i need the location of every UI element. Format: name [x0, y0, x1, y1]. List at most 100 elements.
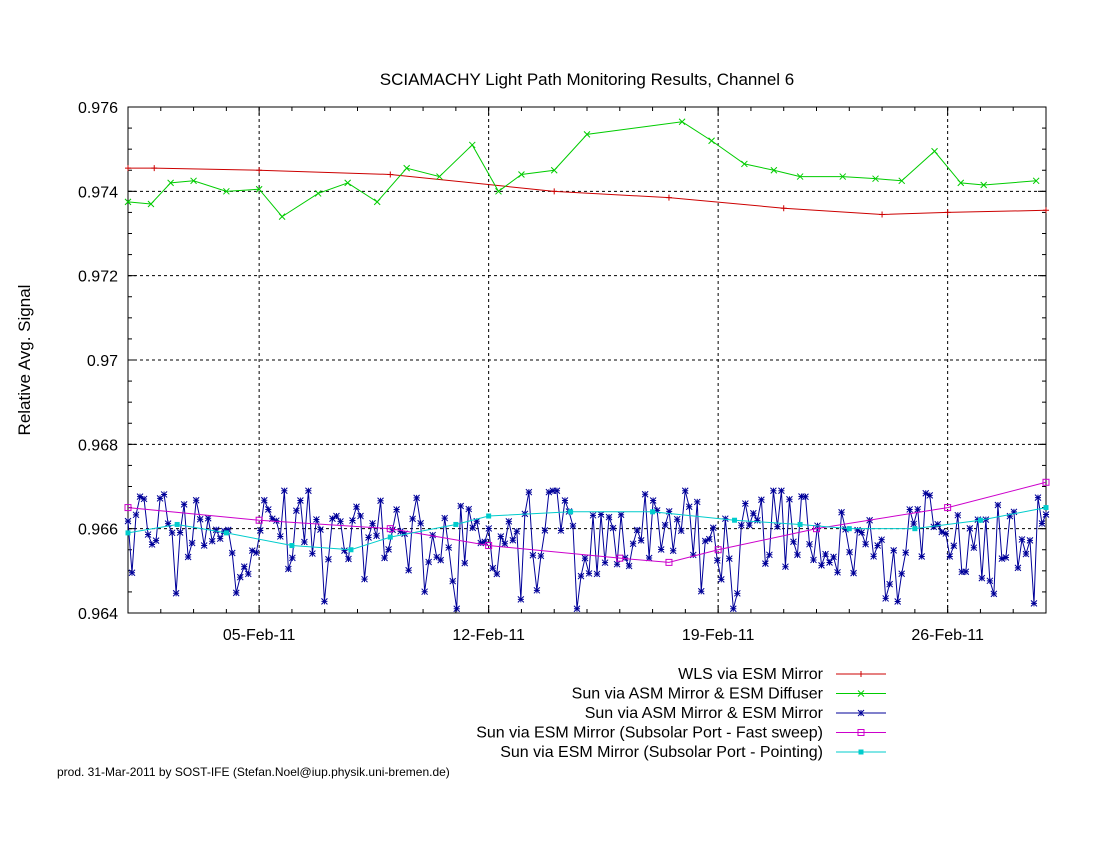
data-point	[912, 526, 918, 532]
data-point	[124, 198, 132, 206]
data-point	[493, 570, 501, 578]
data-point	[144, 531, 152, 538]
data-point	[746, 521, 753, 529]
data-point	[550, 166, 558, 174]
data-point	[616, 554, 624, 562]
legend: WLS via ESM Mirror Sun via ASM Mirror & E…	[476, 666, 886, 761]
data-point	[980, 181, 988, 189]
data-point	[236, 573, 244, 581]
data-point	[469, 524, 477, 532]
data-point	[906, 506, 914, 513]
data-point	[293, 507, 300, 515]
data-point	[168, 529, 176, 537]
data-point	[1026, 537, 1034, 544]
data-point	[697, 587, 705, 595]
data-point	[317, 526, 324, 533]
y-tick-label: 0.97	[87, 353, 118, 370]
data-point	[223, 187, 230, 195]
x-tick-label: 12-Feb-11	[452, 627, 525, 644]
data-point	[681, 487, 689, 495]
data-point	[437, 556, 445, 564]
data-point	[557, 527, 565, 534]
data-point	[421, 588, 428, 596]
data-point	[1043, 505, 1049, 511]
data-point	[796, 173, 804, 180]
data-point	[353, 503, 360, 511]
legend-label: Sun via ASM Mirror & ESM Mirror	[585, 705, 824, 722]
data-point	[970, 544, 978, 552]
data-point	[409, 515, 416, 523]
data-point	[1014, 564, 1022, 572]
data-point	[377, 497, 384, 505]
data-point	[373, 532, 380, 540]
data-point	[693, 498, 701, 506]
data-point	[387, 534, 393, 540]
data-point	[381, 554, 388, 562]
data-point	[174, 521, 180, 527]
data-point	[998, 555, 1006, 563]
data-point	[890, 547, 898, 554]
data-point	[200, 542, 208, 549]
data-point	[741, 500, 749, 507]
axis-ticks: 0.964 0.966 0.968 0.97 0.972 0.974 0.976 05-Feb…	[78, 100, 1047, 644]
data-point	[733, 589, 741, 597]
data-point	[894, 598, 902, 605]
data-point	[549, 487, 557, 495]
data-point	[709, 524, 717, 532]
data-point	[665, 194, 672, 201]
data-point	[365, 534, 372, 541]
data-point	[164, 520, 172, 527]
data-point	[685, 503, 693, 511]
data-point	[345, 555, 352, 563]
data-point	[389, 526, 396, 534]
data-point	[125, 165, 131, 172]
data-point	[857, 690, 865, 697]
data-point	[673, 515, 681, 523]
data-point	[333, 512, 340, 520]
data-point	[147, 200, 155, 208]
data-point	[950, 542, 958, 550]
data-point	[132, 511, 140, 519]
series-line	[127, 121, 1037, 218]
series-3	[124, 487, 1050, 613]
data-point	[653, 507, 661, 514]
data-point	[944, 209, 951, 216]
data-point	[931, 147, 938, 155]
data-point	[481, 538, 489, 546]
data-point	[148, 541, 156, 548]
data-point	[822, 550, 829, 558]
data-point	[573, 605, 581, 613]
data-point	[305, 487, 312, 495]
data-point	[782, 563, 789, 571]
data-point	[637, 537, 645, 544]
data-point	[1002, 554, 1010, 561]
data-point	[944, 504, 952, 512]
data-point	[232, 589, 240, 597]
data-point	[798, 493, 805, 500]
data-point	[436, 173, 443, 180]
data-point	[962, 568, 970, 576]
data-point	[151, 165, 158, 172]
data-point	[958, 568, 966, 576]
data-point	[846, 548, 853, 556]
data-point	[188, 539, 196, 547]
data-point	[541, 527, 549, 534]
data-point	[485, 542, 493, 550]
legend-label: Sun via ESM Mirror (Subsolar Port - Fast…	[476, 725, 823, 742]
data-point	[886, 580, 894, 588]
data-point	[255, 516, 263, 524]
data-point	[850, 569, 857, 577]
data-point	[613, 560, 621, 568]
data-point	[649, 497, 657, 504]
data-point	[357, 512, 364, 520]
series-line	[127, 490, 1047, 609]
data-point	[938, 528, 946, 536]
data-point	[393, 506, 400, 513]
data-point	[954, 511, 962, 519]
data-point	[585, 570, 593, 577]
data-point	[1006, 512, 1014, 520]
data-point	[914, 505, 922, 513]
data-point	[946, 553, 954, 560]
data-point	[152, 537, 160, 544]
data-point	[645, 554, 653, 562]
